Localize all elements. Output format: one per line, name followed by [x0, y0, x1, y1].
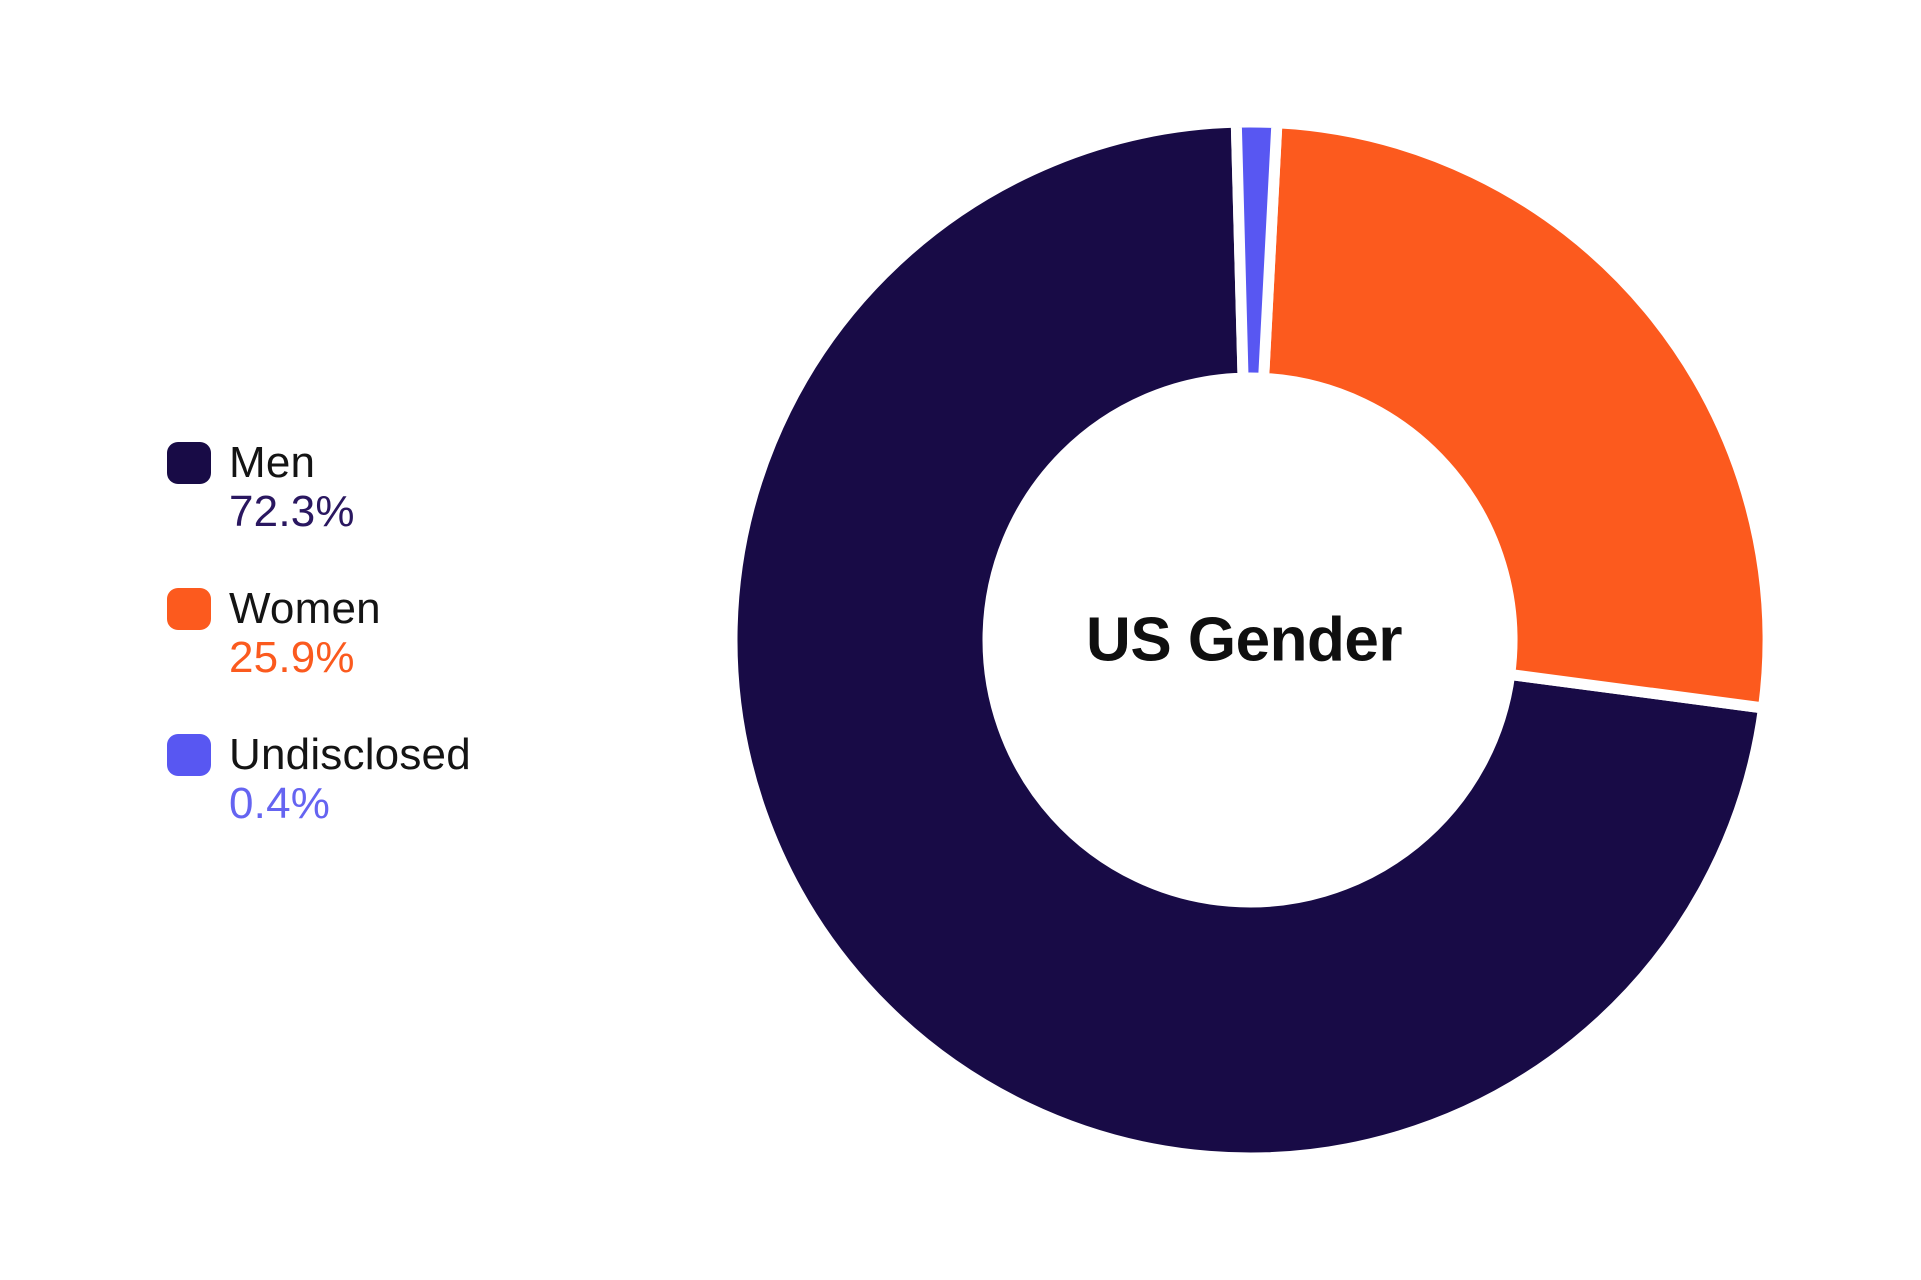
legend-label-women: Women [229, 584, 381, 633]
legend-swatch-men [167, 442, 211, 484]
chart-legend: Men 72.3% Women 25.9% Undisclosed 0.4% [167, 438, 597, 876]
legend-label-men: Men [229, 438, 316, 487]
legend-swatch-women [167, 588, 211, 630]
legend-item-men: Men 72.3% [167, 438, 597, 535]
chart-title: US Gender [1086, 605, 1402, 675]
slice-men [726, 116, 1770, 1164]
legend-value-men: 72.3% [229, 487, 355, 536]
legend-value-undisclosed: 0.4% [229, 779, 331, 828]
slice-undisclosed [1230, 116, 1283, 384]
legend-label-undisclosed: Undisclosed [229, 730, 471, 779]
legend-item-women: Women 25.9% [167, 584, 597, 681]
legend-item-undisclosed: Undisclosed 0.4% [167, 730, 597, 827]
legend-value-women: 25.9% [229, 633, 355, 682]
slice-women [1258, 117, 1774, 714]
legend-swatch-undisclosed [167, 734, 211, 776]
legend-texts-women: Women 25.9% [229, 584, 381, 681]
legend-texts-men: Men 72.3% [229, 438, 355, 535]
legend-texts-undisclosed: Undisclosed 0.4% [229, 730, 471, 827]
